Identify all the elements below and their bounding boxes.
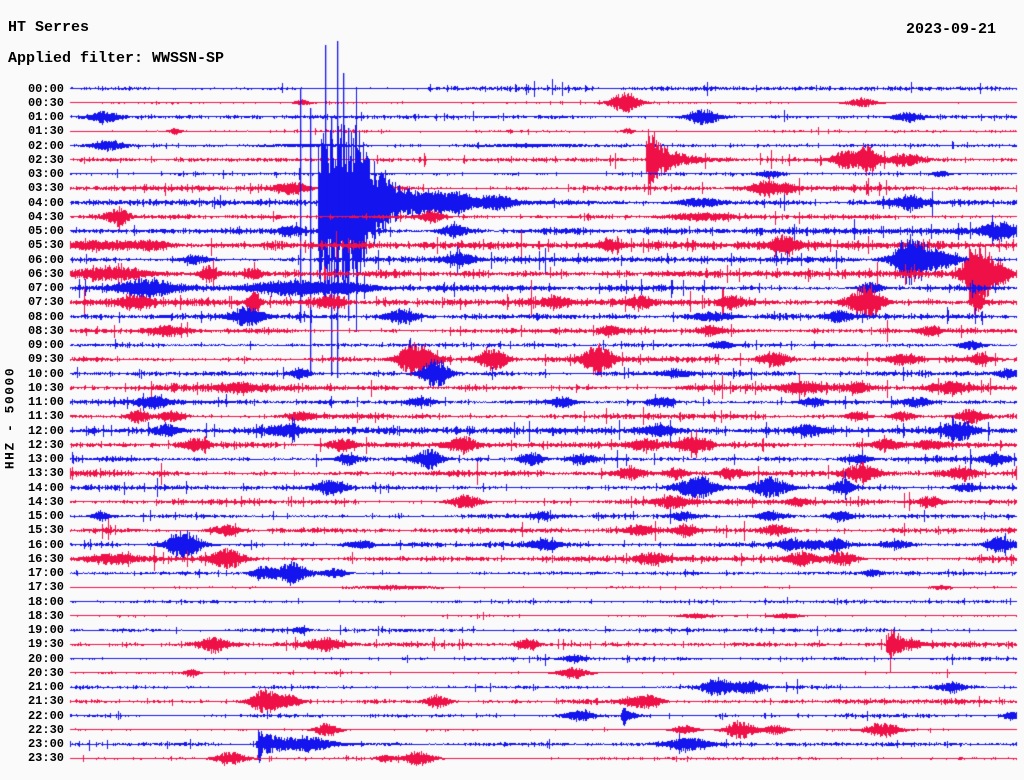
time-label: 19:00	[27, 623, 64, 638]
time-label: 13:30	[27, 466, 64, 481]
time-label: 07:00	[27, 281, 64, 296]
time-label: 00:30	[27, 95, 64, 110]
time-label: 18:00	[27, 594, 64, 609]
time-label: 11:00	[27, 395, 64, 410]
time-label: 02:30	[27, 152, 64, 167]
time-label: 16:30	[27, 551, 64, 566]
time-label: 05:30	[27, 238, 64, 253]
time-label: 01:30	[27, 124, 64, 139]
time-label: 09:00	[27, 338, 64, 353]
time-label: 19:30	[27, 637, 64, 652]
time-label: 21:00	[27, 680, 64, 695]
time-label: 01:00	[27, 110, 64, 124]
time-label: 10:00	[27, 366, 64, 381]
time-label: 00:00	[27, 81, 64, 96]
time-label: 20:00	[27, 651, 64, 666]
time-label: 10:30	[27, 380, 64, 395]
time-label: 23:30	[27, 751, 64, 766]
time-label: 22:00	[27, 708, 64, 723]
time-label: 08:30	[27, 323, 64, 338]
time-label: 07:30	[27, 295, 64, 310]
time-label: 08:00	[27, 309, 64, 324]
time-label: 22:30	[27, 722, 64, 737]
time-label: 13:00	[27, 452, 64, 467]
time-label: 21:30	[27, 694, 64, 709]
time-label: 17:00	[27, 566, 64, 581]
time-label: 14:00	[27, 480, 64, 495]
time-label: 11:30	[27, 409, 64, 424]
time-label: 06:30	[27, 266, 64, 281]
time-label: 03:30	[27, 181, 64, 196]
time-label: 16:00	[27, 537, 64, 552]
time-label: 15:00	[27, 509, 64, 524]
time-label: 14:30	[27, 494, 64, 509]
time-label: 02:00	[27, 138, 64, 153]
time-label: 12:30	[27, 437, 64, 452]
time-label: 06:00	[27, 252, 64, 267]
time-label: 18:30	[27, 608, 64, 623]
time-label: 20:30	[27, 665, 64, 680]
time-label: 23:00	[27, 737, 64, 752]
time-label: 15:30	[27, 523, 64, 538]
time-label: 09:30	[27, 352, 64, 367]
time-label: 17:30	[27, 580, 64, 595]
time-label: 03:00	[27, 167, 64, 182]
time-label: 04:30	[27, 209, 64, 224]
time-label: 04:00	[27, 195, 64, 210]
time-label: 05:00	[27, 224, 64, 239]
time-label: 12:00	[27, 423, 64, 438]
